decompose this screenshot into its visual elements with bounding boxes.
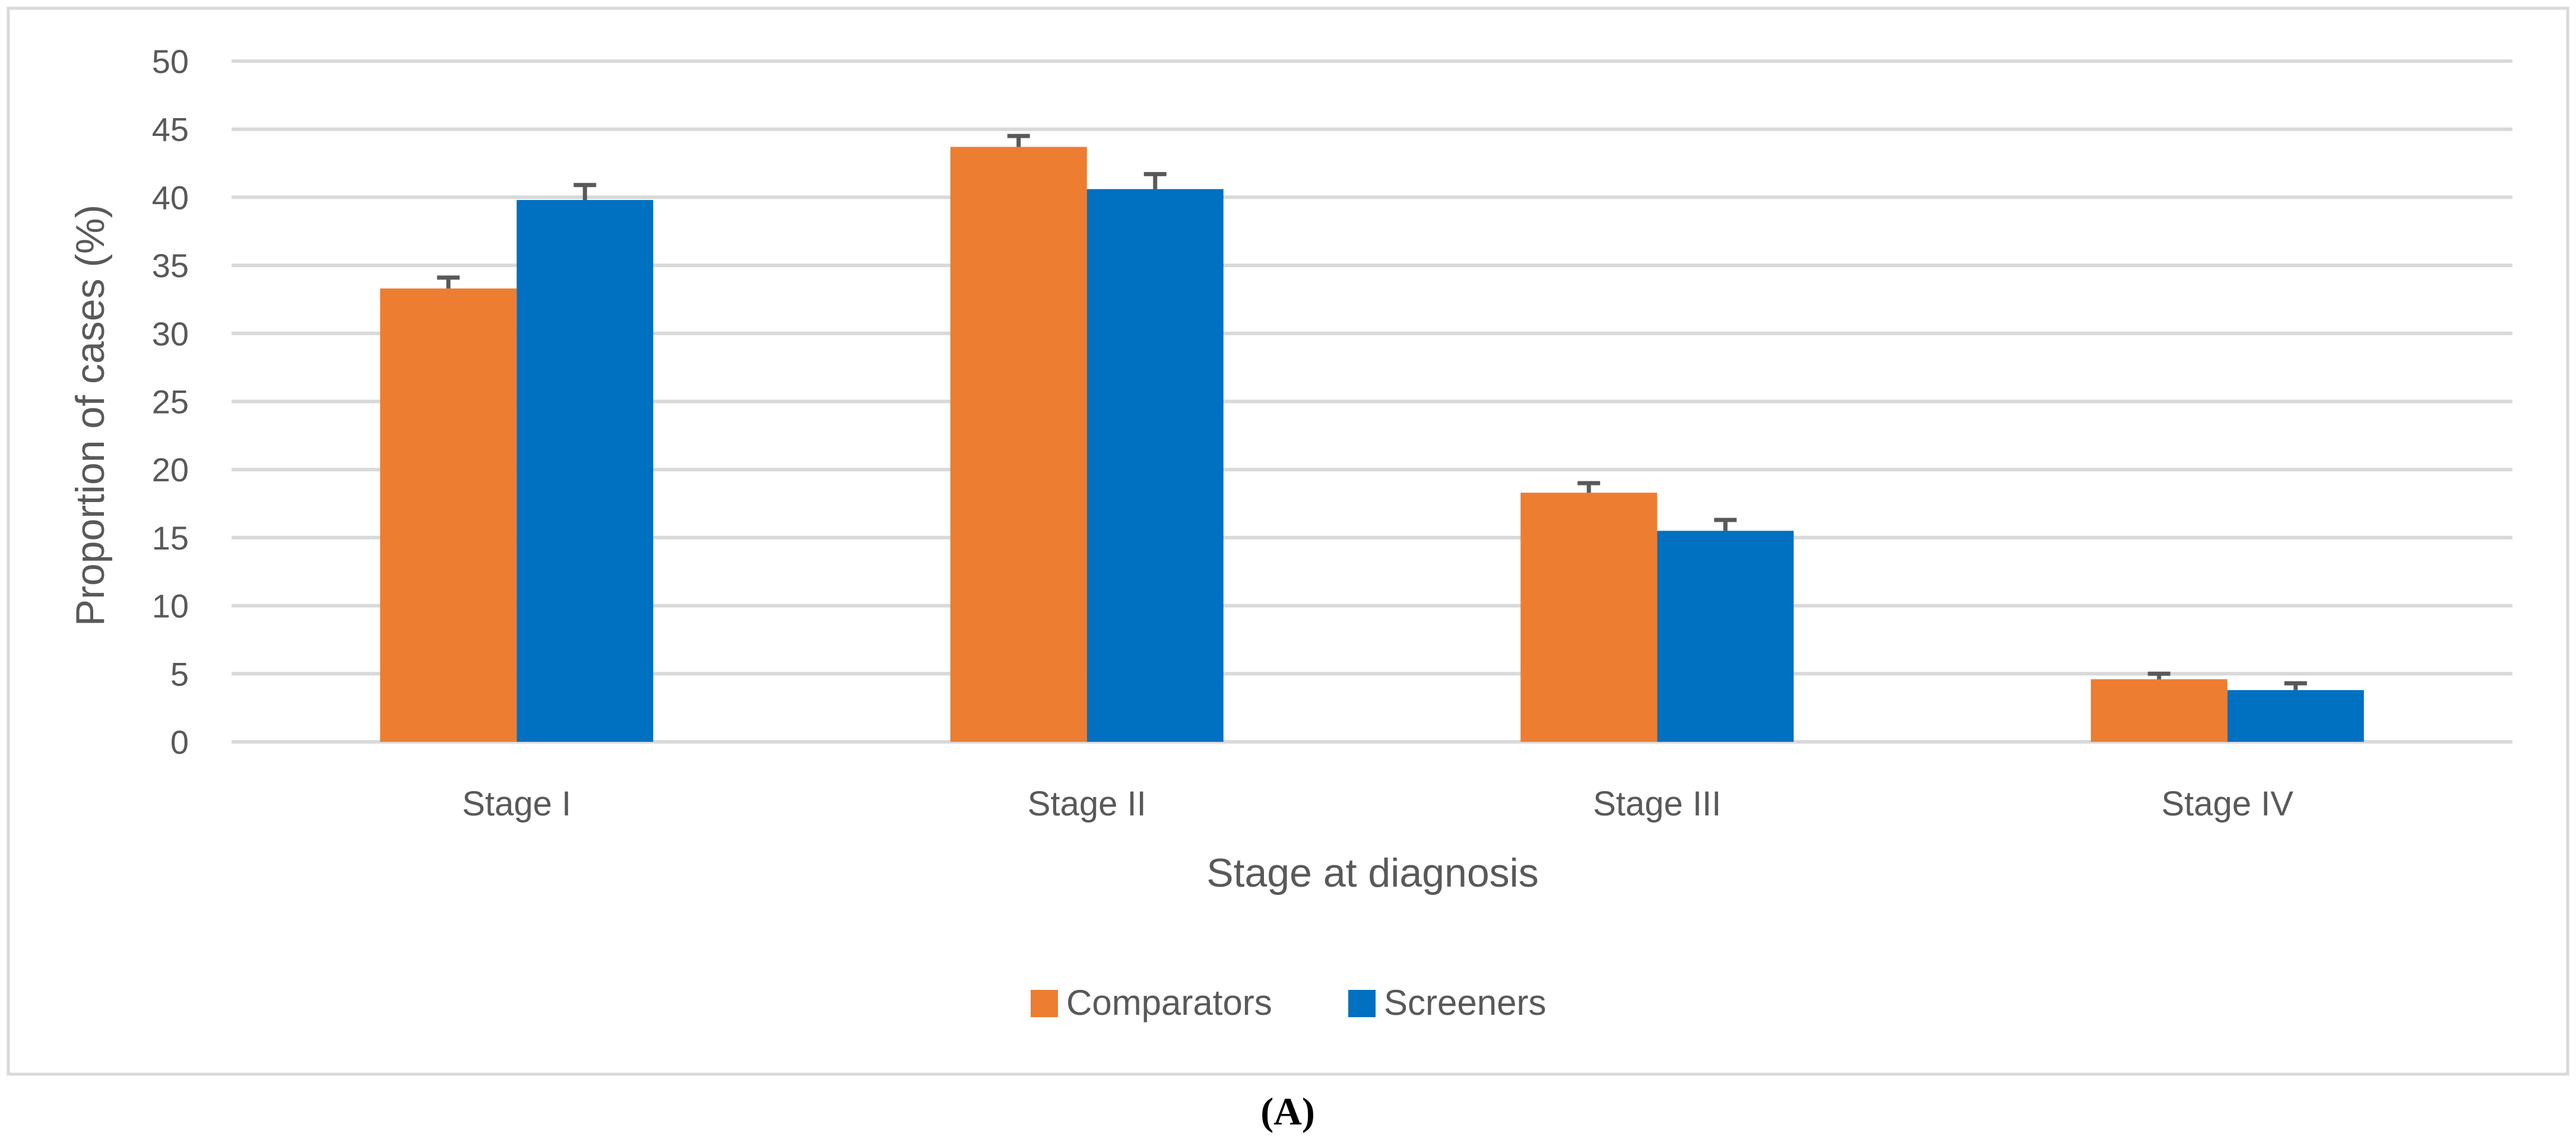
bar-comparators-stage-i xyxy=(380,288,517,742)
error-bar-screeners-stage-iii xyxy=(1714,517,1737,531)
legend-swatch-screeners xyxy=(1348,990,1376,1017)
y-tick-label-45: 45 xyxy=(152,111,189,148)
y-tick-label-40: 40 xyxy=(152,179,189,216)
y-tick-label-20: 20 xyxy=(152,451,189,488)
error-bar-comparators-stage-iv xyxy=(2147,671,2171,680)
y-tick-label-15: 15 xyxy=(152,519,189,557)
x-category-label-0: Stage I xyxy=(462,785,571,823)
bar-screeners-stage-ii xyxy=(1086,189,1224,742)
panel-label: (A) xyxy=(1260,1090,1315,1134)
bar-comparators-stage-ii xyxy=(950,147,1087,742)
legend: Comparators Screeners xyxy=(1031,983,1546,1023)
bar-screeners-stage-iv xyxy=(2227,690,2364,742)
error-bar-comparators-stage-iii xyxy=(1577,481,1601,493)
legend-label-comparators: Comparators xyxy=(1066,983,1272,1023)
bars xyxy=(380,147,2364,742)
y-tick-label-0: 0 xyxy=(170,723,189,761)
x-category-label-3: Stage IV xyxy=(2162,785,2294,823)
x-axis-title: Stage at diagnosis xyxy=(1206,850,1539,896)
y-tick-label-50: 50 xyxy=(152,43,189,80)
legend-label-screeners: Screeners xyxy=(1384,983,1546,1023)
error-bar-screeners-stage-i xyxy=(573,183,597,200)
error-bar-comparators-stage-ii xyxy=(1007,134,1030,147)
legend-swatch-comparators xyxy=(1031,990,1058,1017)
x-category-label-2: Stage III xyxy=(1593,785,1721,823)
bar-comparators-stage-iii xyxy=(1520,493,1658,742)
error-bar-screeners-stage-iv xyxy=(2284,681,2307,690)
y-tick-labels: 0 5 10 15 20 25 30 35 40 45 50 xyxy=(152,43,189,761)
error-bars xyxy=(437,134,2307,690)
y-axis-title: Proportion of cases (%) xyxy=(68,205,113,627)
y-tick-label-35: 35 xyxy=(152,247,189,284)
y-tick-label-5: 5 xyxy=(170,655,189,693)
category-labels: Stage I Stage II Stage III Stage IV xyxy=(462,785,2293,823)
bar-screeners-stage-iii xyxy=(1657,531,1794,742)
bar-screeners-stage-i xyxy=(517,199,654,742)
y-tick-label-25: 25 xyxy=(152,383,189,421)
y-tick-label-30: 30 xyxy=(152,315,189,353)
error-bar-comparators-stage-i xyxy=(437,275,460,289)
error-bar-screeners-stage-ii xyxy=(1143,172,1167,189)
bar-comparators-stage-iv xyxy=(2090,679,2228,742)
x-category-label-1: Stage II xyxy=(1028,785,1146,823)
y-tick-label-10: 10 xyxy=(152,588,189,625)
